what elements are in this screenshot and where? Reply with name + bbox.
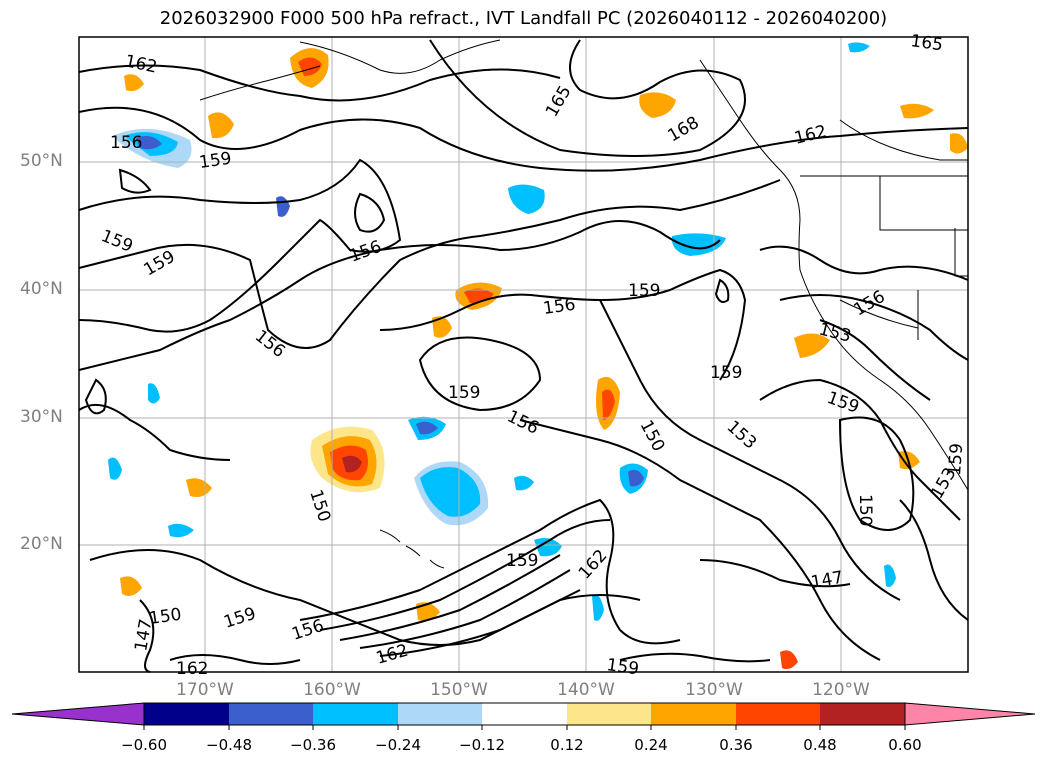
colorbar-tick-label: 0.48 bbox=[803, 736, 837, 754]
anomaly-patch bbox=[416, 602, 440, 621]
colorbar-min-extend bbox=[11, 702, 145, 726]
contour-label: 168 bbox=[665, 113, 703, 147]
anomaly-patch bbox=[508, 184, 545, 214]
anomaly-patch bbox=[950, 133, 968, 154]
anomaly-patch bbox=[276, 196, 290, 217]
contour-label: 147 bbox=[131, 617, 156, 652]
contour-label: 159 bbox=[98, 226, 136, 257]
contour-lines bbox=[78, 39, 969, 673]
anomaly-patch bbox=[639, 92, 676, 118]
anomaly-patch bbox=[592, 594, 604, 621]
anomaly-patch bbox=[432, 316, 452, 338]
contour-label: 156 bbox=[289, 616, 326, 645]
longitude-label: 130°W bbox=[685, 680, 743, 700]
anomaly-patch bbox=[780, 650, 798, 670]
contour-label: 159 bbox=[605, 655, 640, 679]
latitude-label: 50°N bbox=[20, 151, 63, 171]
contour-label: 156 bbox=[251, 326, 289, 362]
anomaly-patch bbox=[108, 457, 122, 480]
latitude-label: 30°N bbox=[20, 407, 63, 427]
map-border bbox=[78, 36, 969, 673]
anomaly-patch bbox=[671, 233, 726, 256]
colorbar-swatch bbox=[398, 703, 482, 725]
contour-label: 156 bbox=[347, 237, 384, 267]
longitude-label: 170°W bbox=[176, 680, 234, 700]
colorbar-swatch bbox=[144, 703, 229, 725]
anomaly-patch bbox=[124, 74, 144, 92]
contour-label: 150 bbox=[855, 494, 875, 526]
anomaly-patch bbox=[514, 475, 534, 491]
contour-label: 153 bbox=[723, 417, 761, 454]
anomaly-patch bbox=[848, 42, 870, 53]
anomaly-patch bbox=[148, 383, 160, 404]
colorbar-swatch bbox=[229, 703, 313, 725]
colorbar-tick-label: 0.36 bbox=[719, 736, 753, 754]
anomaly-patch bbox=[342, 455, 362, 473]
contour-label: 165 bbox=[542, 82, 576, 120]
contour-label: 147 bbox=[809, 568, 844, 593]
map-title: 2026032900 F000 500 hPa refract., IVT La… bbox=[159, 8, 888, 29]
contour-label: 159 bbox=[824, 388, 861, 418]
contour-label: 156 bbox=[542, 295, 577, 319]
colorbar-swatch bbox=[736, 703, 820, 725]
contour-label: 156 bbox=[851, 287, 889, 321]
colorbar-tick-label: −0.48 bbox=[206, 736, 252, 754]
colorbar-tick-label: −0.36 bbox=[290, 736, 336, 754]
colorbar-tick-label: −0.24 bbox=[375, 736, 421, 754]
anomaly-patch bbox=[416, 421, 438, 435]
contour-label: 159 bbox=[506, 551, 538, 571]
contour-label: 156 bbox=[504, 407, 542, 439]
contour-label: 162 bbox=[123, 51, 159, 77]
anomaly-patch bbox=[628, 470, 644, 487]
contour-label: 162 bbox=[575, 546, 612, 584]
contour-label: 159 bbox=[628, 281, 660, 301]
coastlines bbox=[199, 39, 969, 569]
anomaly-patch bbox=[794, 333, 830, 358]
colorbar-tick-label: 0.24 bbox=[634, 736, 668, 754]
colorbar-swatch bbox=[820, 703, 905, 725]
longitude-label: 120°W bbox=[812, 680, 870, 700]
anomaly-patch bbox=[168, 523, 194, 538]
anomaly-patch bbox=[208, 112, 234, 139]
colorbar-tick-label: −0.12 bbox=[459, 736, 505, 754]
anomaly-patch bbox=[884, 564, 896, 587]
latitude-label: 20°N bbox=[20, 534, 63, 554]
latitude-label: 40°N bbox=[20, 279, 63, 299]
colorbar-outline bbox=[143, 702, 906, 726]
anomaly-patch bbox=[900, 103, 934, 119]
colorbar-max-extend bbox=[904, 702, 1036, 726]
contour-label: 159 bbox=[945, 443, 967, 477]
colorbar-tick-label: −0.60 bbox=[121, 736, 167, 754]
contour-label: 159 bbox=[710, 363, 742, 383]
contour-label: 150 bbox=[305, 487, 334, 524]
anomaly-patch bbox=[120, 576, 142, 596]
contour-label: 159 bbox=[221, 604, 258, 633]
contour-label: 159 bbox=[198, 149, 233, 173]
contour-label: 156 bbox=[110, 133, 142, 153]
shaded-anomalies bbox=[108, 42, 968, 670]
contour-label: 162 bbox=[792, 122, 828, 149]
anomaly-patch bbox=[136, 136, 162, 150]
colorbar-tick-label: 0.12 bbox=[550, 736, 584, 754]
colorbar-swatch bbox=[651, 703, 736, 725]
contour-label: 162 bbox=[176, 659, 208, 679]
anomaly-patch bbox=[298, 57, 322, 76]
colorbar-swatch bbox=[313, 703, 398, 725]
longitude-label: 140°W bbox=[557, 680, 615, 700]
contour-label: 159 bbox=[448, 383, 480, 403]
contour-label: 150 bbox=[636, 417, 669, 455]
anomaly-patch bbox=[420, 467, 481, 517]
colorbar-swatch bbox=[567, 703, 651, 725]
colorbar-tick-label: 0.60 bbox=[888, 736, 922, 754]
longitude-label: 160°W bbox=[303, 680, 361, 700]
colorbar bbox=[11, 702, 1036, 730]
anomaly-patch bbox=[602, 389, 615, 420]
contour-label: 165 bbox=[909, 31, 944, 55]
contour-label: 150 bbox=[148, 605, 183, 629]
longitude-label: 150°W bbox=[430, 680, 488, 700]
colorbar-swatch bbox=[482, 703, 567, 725]
anomaly-patch bbox=[186, 478, 212, 497]
anomaly-patch bbox=[534, 538, 562, 557]
